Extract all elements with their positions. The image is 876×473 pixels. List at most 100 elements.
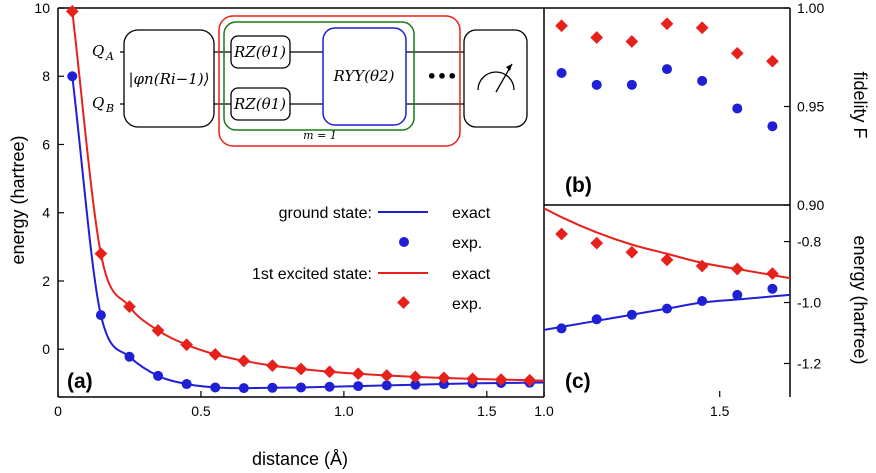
excited-exp-point — [151, 324, 165, 337]
panel-c-excited-exp-point — [625, 245, 639, 259]
panel-c-ytick-label: -1.0 — [797, 295, 821, 311]
ground-exp-point — [67, 71, 78, 82]
excited-exp-point — [123, 300, 136, 313]
excited-fidelity-point — [766, 54, 779, 68]
legend-excited-label: 1st excited state: — [252, 266, 372, 283]
excited-fidelity-point — [730, 46, 744, 60]
panel-a-ytick-label: 6 — [42, 136, 50, 152]
panel-a-xtick-label: 1.5 — [477, 403, 497, 419]
qubit-b-sub: B — [105, 102, 114, 115]
ground-fidelity-point — [662, 64, 672, 75]
ground-fidelity-point — [697, 75, 708, 86]
excited-fidelity-point — [695, 21, 709, 35]
panel-b-ytick-label: 0.95 — [797, 99, 824, 115]
panel-a-label: (a) — [67, 370, 93, 393]
excited-fidelity-point — [625, 35, 639, 48]
excited-exp-point — [351, 367, 365, 381]
panel-c-ground-exp-point — [767, 283, 778, 294]
ground-exp-point — [153, 370, 164, 381]
init-gate-label: |φn(Ri−1)⟩ — [129, 70, 210, 88]
excited-exp-point — [323, 365, 336, 379]
panel-a: 0 0.5 1.0 1.5 0 2 4 6 8 10 distance (Å) energy (h… — [8, 0, 545, 469]
measure-box — [463, 29, 528, 128]
panel-c-ground-exp-point — [556, 323, 567, 334]
legend: ground state: exact exp. 1st excited sta… — [252, 205, 491, 313]
panel-c-excited-exp-point — [590, 236, 604, 250]
excited-exp-point — [208, 347, 222, 361]
panel-c-ytick-label: -0.8 — [797, 234, 821, 250]
rz-gate-b-label: RZ(θ1) — [233, 95, 286, 113]
circuit-diagram: Q A Q B |φn(Ri−1)⟩ RZ(θ1) RZ(θ1) RYY(θ2)… — [92, 15, 528, 147]
excited-exp-point — [180, 338, 194, 352]
panel-b-ticks: 0.90 0.95 1.00 — [784, 0, 824, 213]
excited-exp-point — [437, 371, 451, 385]
excited-exp-point — [237, 354, 251, 368]
panel-a-ticks: 0 0.5 1.0 1.5 0 2 4 6 8 10 — [34, 0, 496, 419]
excited-exp-point — [266, 359, 279, 372]
ground-fidelity-point — [556, 68, 567, 79]
rz-gate-a-box — [230, 35, 291, 69]
panel-a-xtick-label: 0.5 — [191, 403, 211, 419]
repeat-count-label: m = 1 — [303, 129, 337, 142]
excited-exp-point — [408, 370, 422, 384]
ground-fidelity-point — [591, 79, 602, 90]
panel-c-ground-exp-point — [591, 314, 602, 325]
qubit-b-label: Q — [92, 94, 104, 112]
rz-gate-a-label: RZ(θ1) — [233, 43, 286, 61]
legend-excited-exact-text: exact — [452, 266, 491, 283]
panel-b: 0.90 0.95 1.00 fidelity F (b) — [544, 0, 870, 397]
circuit-ellipsis: ••• — [427, 67, 458, 86]
ground-exp-point — [324, 381, 335, 392]
legend-ground-label: ground state: — [279, 205, 372, 222]
panel-b-label: (b) — [565, 174, 592, 197]
repeat-block-red — [218, 15, 461, 147]
excited-exp-point — [494, 373, 508, 386]
panel-c-xtick-label: 1.0 — [534, 403, 554, 419]
panel-c-curves — [544, 207, 790, 331]
panel-a-ytick-label: 10 — [34, 0, 50, 16]
legend-ground-exact-text: exact — [452, 205, 491, 222]
panel-a-xlabel: distance (Å) — [252, 449, 348, 469]
panel-b-ylabel: fidelity F — [850, 71, 870, 138]
panel-c-excited-exp-point — [555, 227, 568, 241]
excited-fidelity-point — [590, 31, 604, 44]
panel-c-excited-exp-point — [766, 267, 779, 280]
panel-c-ylabel: energy (hartree) — [850, 235, 870, 364]
panel-a-ytick-label: 2 — [42, 273, 50, 289]
panel-c-ground-exp-point — [626, 309, 637, 320]
panel-c-label: (c) — [565, 370, 591, 393]
ground-exp-point — [381, 380, 392, 391]
excited-exp-point — [294, 362, 308, 376]
init-gate-box — [123, 29, 215, 128]
panel-b-ytick-label: 1.00 — [797, 0, 824, 16]
panel-c-excited-exp-point — [730, 262, 744, 276]
panel-c: 1.0 1.5 -1.2 -1.0 -0.8 energy (hartree) (c) — [534, 207, 870, 419]
panel-c-ground-exp-point — [732, 289, 743, 300]
panel-c-points — [555, 227, 779, 334]
excited-exp-point — [466, 372, 479, 386]
ryy-gate-box — [322, 27, 407, 126]
ground-exp-point — [353, 381, 364, 392]
panel-a-ytick-label: 8 — [42, 68, 50, 84]
layer-block-green — [223, 21, 415, 131]
ground-exp-point — [238, 383, 249, 394]
panel-c-excited-exact-curve — [544, 207, 790, 280]
rz-gate-b-box — [230, 87, 291, 121]
panel-c-ground-exp-point — [662, 303, 672, 314]
ryy-gate-label: RYY(θ2) — [333, 67, 395, 85]
legend-ground-exp-marker — [399, 237, 409, 247]
panel-a-points — [65, 5, 537, 394]
ground-exp-point — [210, 382, 221, 393]
panel-a-xtick-label: 0 — [54, 403, 62, 419]
panel-a-ylabel: energy (hartree) — [8, 135, 28, 264]
ground-exp-point — [267, 382, 278, 393]
panel-c-ytick-label: -1.2 — [797, 355, 821, 371]
ground-exp-point — [296, 382, 306, 393]
panel-a-xtick-label: 1.0 — [334, 403, 354, 419]
panel-b-ytick-label: 0.90 — [797, 197, 824, 213]
qubit-a-sub: A — [105, 50, 114, 63]
excited-exp-point — [380, 369, 394, 382]
ground-exp-point — [95, 310, 106, 321]
excited-fidelity-point — [660, 17, 674, 31]
